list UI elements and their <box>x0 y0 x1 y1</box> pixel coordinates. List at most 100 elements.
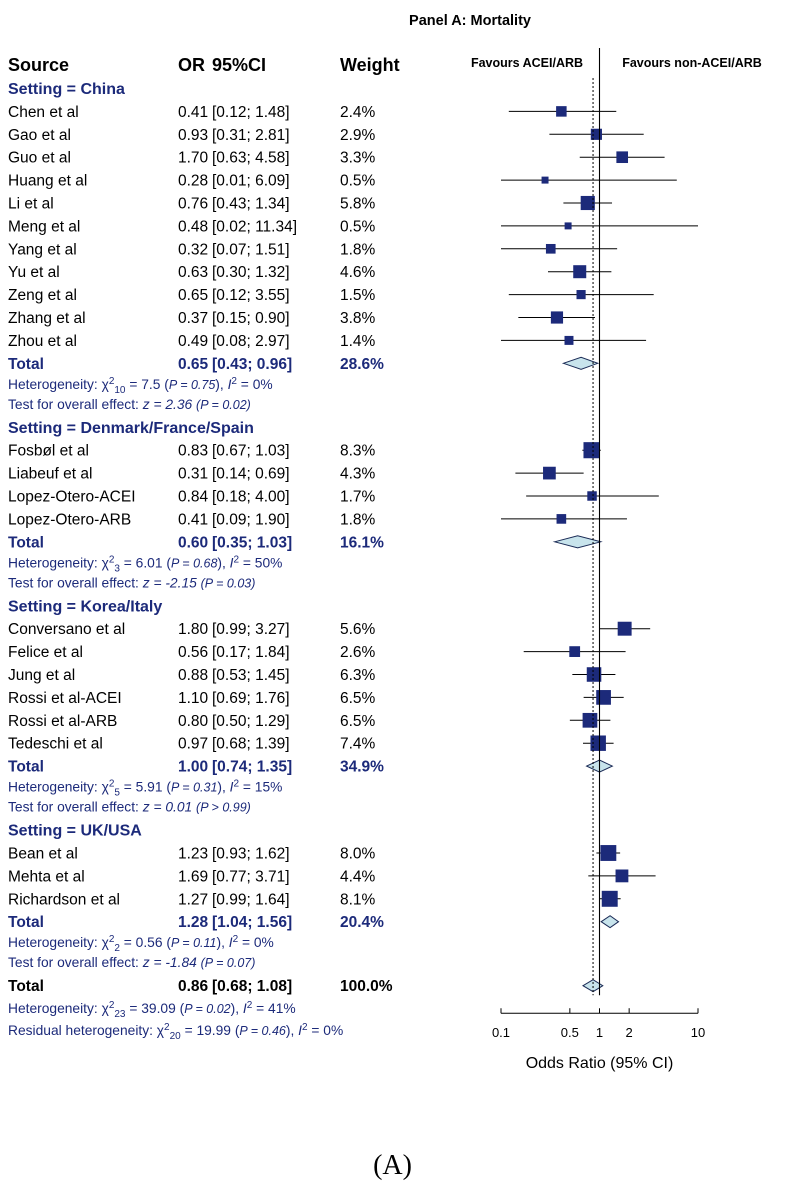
subgroup-total-ci: [0.74; 1.35] <box>212 759 292 776</box>
figure-caption: (A) <box>373 1150 412 1181</box>
overall-heterogeneity-text: Heterogeneity: χ223 = 39.09 (P = 0.02), … <box>8 1000 296 1020</box>
x-axis-tick-label: 1 <box>596 1025 603 1040</box>
study-or-value: 0.83 <box>178 443 208 460</box>
study-point <box>590 735 606 751</box>
overall-total-label: Total <box>8 978 44 995</box>
study-ci-value: [0.30; 1.32] <box>212 264 290 281</box>
residual-heterogeneity-text: Residual heterogeneity: χ220 = 19.99 (P … <box>8 1022 343 1042</box>
subgroup-total-label: Total <box>8 534 44 551</box>
study-or-value: 0.84 <box>178 489 209 506</box>
overall-diamond <box>582 979 604 993</box>
study-ci-value: [0.77; 3.71] <box>212 868 290 885</box>
study-ci-value: [0.15; 0.90] <box>212 310 290 327</box>
subgroup-total-weight: 34.9% <box>340 759 384 776</box>
subgroup-total-ci: [0.43; 0.96] <box>212 356 292 373</box>
study-or-value: 0.88 <box>178 667 208 684</box>
study-name: Meng et al <box>8 218 80 235</box>
heterogeneity-text: Heterogeneity: χ25 = 5.91 (P = 0.31), I2… <box>8 779 282 799</box>
study-weight-value: 1.8% <box>340 511 376 528</box>
favours-right-label: Favours non-ACEI/ARB <box>622 56 762 70</box>
subgroup-total-label: Total <box>8 914 44 931</box>
study-ci-value: [0.63; 4.58] <box>212 150 290 167</box>
study-ci-value: [0.12; 1.48] <box>212 104 290 121</box>
favours-left-label: Favours ACEI/ARB <box>471 56 583 70</box>
study-weight-value: 1.7% <box>340 489 376 506</box>
study-point <box>564 335 574 345</box>
study-name: Lopez-Otero-ARB <box>8 511 131 528</box>
study-point <box>586 667 602 682</box>
study-name: Gao et al <box>8 127 71 144</box>
study-weight-value: 0.5% <box>340 218 376 235</box>
study-point <box>543 466 556 480</box>
subgroup-header: Setting = UK/USA <box>8 823 142 840</box>
study-or-value: 0.65 <box>178 287 208 304</box>
study-weight-value: 4.4% <box>340 868 376 885</box>
subgroup-diamond <box>552 535 603 549</box>
subgroup-total-weight: 20.4% <box>340 914 384 931</box>
column-header-weight: Weight <box>340 55 400 75</box>
subgroup-total-weight: 28.6% <box>340 356 384 373</box>
study-weight-value: 5.6% <box>340 621 376 638</box>
study-or-value: 0.56 <box>178 644 208 661</box>
study-or-value: 0.93 <box>178 127 208 144</box>
study-name: Huang et al <box>8 173 87 190</box>
study-name: Lopez-Otero-ACEI <box>8 489 136 506</box>
study-point <box>556 106 567 117</box>
study-ci-value: [0.01; 6.09] <box>212 173 290 190</box>
study-or-value: 0.41 <box>178 511 208 528</box>
study-or-value: 1.10 <box>178 690 209 707</box>
study-point <box>580 195 595 211</box>
study-name: Zeng et al <box>8 287 77 304</box>
study-or-value: 0.37 <box>178 310 208 327</box>
subgroup-total-ci: [0.35; 1.03] <box>212 534 292 551</box>
study-point <box>587 491 597 501</box>
subgroup-total-label: Total <box>8 759 44 776</box>
study-name: Yang et al <box>8 241 77 258</box>
study-ci-value: [0.53; 1.45] <box>212 667 290 684</box>
study-name: Bean et al <box>8 846 78 863</box>
subgroup-total-or: 1.28 <box>178 914 209 931</box>
x-axis-label: Odds Ratio (95% CI) <box>526 1055 674 1072</box>
study-weight-value: 6.3% <box>340 667 376 684</box>
study-or-value: 0.32 <box>178 241 208 258</box>
study-name: Richardson et al <box>8 891 120 908</box>
study-point <box>556 514 567 524</box>
subgroup-header: Setting = Denmark/France/Spain <box>8 420 254 437</box>
column-header-source: Source <box>8 55 69 75</box>
study-ci-value: [0.43; 1.34] <box>212 196 290 213</box>
study-weight-value: 1.4% <box>340 333 376 350</box>
x-axis-tick-label: 0.1 <box>492 1025 510 1040</box>
study-name: Jung et al <box>8 667 75 684</box>
overall-effect-text: Test for overall effect: z = 0.01 (P > 0… <box>8 800 251 815</box>
study-or-value: 1.70 <box>178 150 209 167</box>
study-weight-value: 3.3% <box>340 150 376 167</box>
overall-effect-text: Test for overall effect: z = -1.84 (P = … <box>8 955 255 970</box>
subgroup-header: Setting = Korea/Italy <box>8 598 162 615</box>
study-weight-value: 7.4% <box>340 736 376 753</box>
heterogeneity-text: Heterogeneity: χ23 = 6.01 (P = 0.68), I2… <box>8 554 282 574</box>
study-name: Mehta et al <box>8 868 85 885</box>
study-name: Fosbøl et al <box>8 443 89 460</box>
study-point <box>582 712 598 728</box>
study-or-value: 0.80 <box>178 713 209 730</box>
study-name: Guo et al <box>8 150 71 167</box>
overall-effect-text: Test for overall effect: z = -2.15 (P = … <box>8 575 255 590</box>
study-or-value: 1.69 <box>178 868 208 885</box>
subgroup-total-weight: 16.1% <box>340 534 384 551</box>
study-weight-value: 8.1% <box>340 891 376 908</box>
study-name: Yu et al <box>8 264 60 281</box>
study-name: Conversano et al <box>8 621 125 638</box>
study-name: Rossi et al-ACEI <box>8 690 122 707</box>
study-point <box>550 311 564 324</box>
subgroup-total-label: Total <box>8 356 44 373</box>
study-point <box>541 176 549 184</box>
study-name: Liabeuf et al <box>8 466 92 483</box>
study-name: Zhou et al <box>8 333 77 350</box>
study-or-value: 0.76 <box>178 196 208 213</box>
study-point <box>545 243 556 254</box>
study-weight-value: 2.6% <box>340 644 376 661</box>
study-weight-value: 8.0% <box>340 846 376 863</box>
study-ci-value: [0.69; 1.76] <box>212 690 290 707</box>
study-point <box>616 151 629 164</box>
